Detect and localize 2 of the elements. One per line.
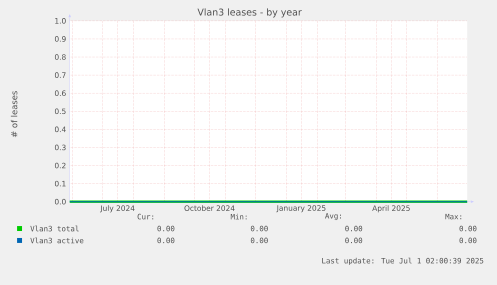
- y-axis-title: # of leases: [10, 91, 18, 138]
- chart-title: Vlan3 leases - by year: [197, 8, 302, 18]
